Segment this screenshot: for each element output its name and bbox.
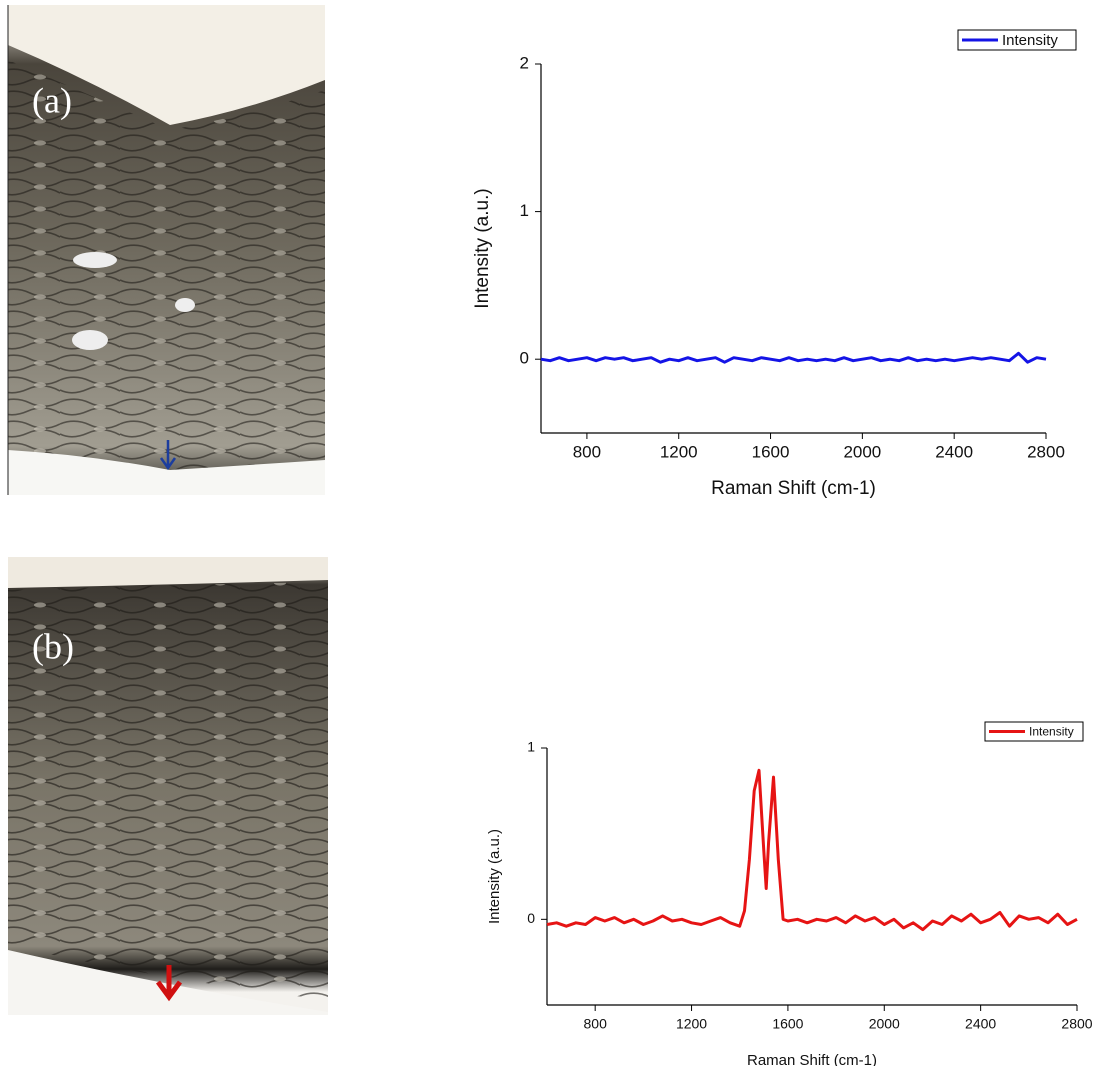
y-tick-label: 1 — [520, 201, 529, 220]
y-tick-label: 0 — [520, 349, 529, 368]
y-tick-label: 2 — [520, 53, 529, 72]
y-axis-label: Intensity (a.u.) — [486, 829, 503, 924]
legend-label: Intensity — [1002, 32, 1058, 49]
micrograph-a: (a) — [7, 5, 325, 495]
panel-label: (a) — [32, 80, 72, 120]
x-tick-label: 1600 — [772, 1016, 803, 1032]
legend-box — [957, 29, 1077, 51]
micrograph-b: (b) — [8, 557, 328, 1015]
x-tick-label: 2000 — [843, 442, 881, 461]
x-tick-label: 2400 — [965, 1016, 996, 1032]
x-tick-label: 2000 — [869, 1016, 900, 1032]
x-tick-label: 2400 — [935, 442, 973, 461]
data-line — [540, 351, 1047, 364]
legend-label: Intensity — [1029, 725, 1074, 739]
x-tick-label: 1600 — [752, 442, 790, 461]
x-tick-label: 2800 — [1061, 1016, 1092, 1032]
y-tick-label: 0 — [527, 910, 535, 926]
x-axis-label: Raman Shift (cm-1) — [711, 478, 876, 499]
data-line — [546, 768, 1078, 932]
panel-label: (b) — [32, 626, 74, 666]
x-tick-label: 2800 — [1027, 442, 1065, 461]
x-tick-label: 800 — [573, 442, 601, 461]
y-tick-label: 1 — [527, 739, 535, 755]
legend-box — [984, 721, 1084, 742]
x-axis-label: Raman Shift (cm-1) — [747, 1052, 877, 1066]
x-tick-label: 1200 — [676, 1016, 707, 1032]
x-tick-label: 800 — [584, 1016, 608, 1032]
y-axis-label: Intensity (a.u.) — [472, 188, 493, 308]
x-tick-label: 1200 — [660, 442, 698, 461]
